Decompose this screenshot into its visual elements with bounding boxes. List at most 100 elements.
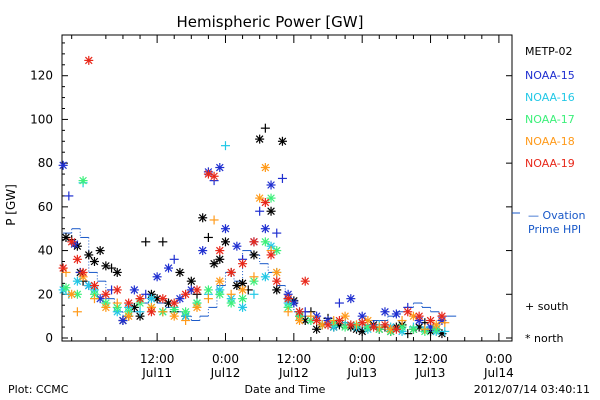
legend-marker-south: + south (525, 300, 568, 313)
north-point (198, 246, 208, 256)
north-point (175, 294, 185, 304)
south-point (249, 272, 259, 282)
x-tick-label-time: 0:00 (212, 352, 239, 366)
south-point (440, 326, 450, 336)
south-point (107, 263, 117, 273)
south-point (203, 232, 213, 242)
north-point (260, 224, 270, 234)
y-tick-label: 40 (38, 244, 53, 258)
north-point (272, 267, 282, 277)
north-point (169, 298, 179, 308)
north-point (158, 294, 168, 304)
north-point (260, 197, 270, 207)
x-tick-label-time: 12:00 (277, 352, 312, 366)
legend-marker-north: * north (525, 332, 564, 345)
north-point (357, 318, 367, 328)
north-point (369, 322, 379, 332)
y-tick-label: 80 (38, 156, 53, 170)
north-point (215, 246, 225, 256)
x-tick-label-time: 12:00 (140, 352, 175, 366)
north-point (226, 298, 236, 308)
south-point (272, 228, 282, 238)
north-point (431, 320, 441, 330)
south-point (283, 307, 293, 317)
north-point (340, 311, 350, 321)
north-point (238, 302, 248, 312)
south-point (72, 307, 82, 317)
north-point (272, 285, 282, 295)
north-point (426, 316, 436, 326)
north-point (300, 276, 310, 286)
north-point (78, 176, 88, 186)
north-point (312, 324, 322, 334)
north-point (266, 193, 276, 203)
x-tick-label-time: 12:00 (413, 352, 448, 366)
north-point (67, 237, 77, 247)
north-point (408, 324, 418, 334)
y-tick-label: 100 (30, 112, 53, 126)
north-point (334, 316, 344, 326)
x-ticks: 12:00Jul110:00Jul1212:00Jul120:00Jul1312… (71, 35, 514, 380)
north-point (72, 254, 82, 264)
north-point (380, 307, 390, 317)
north-point (146, 294, 156, 304)
north-point (118, 316, 128, 326)
north-point (391, 324, 401, 334)
y-tick-label: 20 (38, 287, 53, 301)
north-point (89, 281, 99, 291)
legend-noaa-16: NOAA-16 (525, 91, 575, 104)
north-point (203, 285, 213, 295)
plot-frame (61, 34, 513, 342)
north-point (89, 257, 99, 266)
y-tick-label: 0 (45, 331, 53, 345)
north-point (266, 206, 276, 216)
north-point (255, 134, 265, 144)
legend-noaa-15: NOAA-15 (525, 69, 575, 82)
north-point (84, 281, 94, 291)
north-point (249, 237, 259, 247)
north-point (266, 180, 276, 190)
north-point (295, 307, 305, 317)
north-point (238, 259, 248, 269)
legend: METP-02 NOAA-15 NOAA-16 NOAA-17 NOAA-18 … (512, 45, 586, 345)
north-point (255, 193, 265, 203)
north-point (346, 294, 356, 304)
south-point (220, 141, 230, 151)
south-point (203, 294, 213, 304)
footer-plot-source: Plot: CCMC (8, 383, 69, 396)
north-point (283, 294, 293, 304)
north-point (198, 213, 208, 223)
north-point (260, 237, 270, 247)
x-tick-label-date: Jul14 (483, 366, 514, 380)
north-point (186, 276, 196, 286)
north-point (72, 276, 82, 286)
north-point (272, 276, 282, 286)
x-tick-label-date: Jul12 (278, 366, 309, 380)
chart-title: Hemispheric Power [GW] (177, 13, 364, 31)
north-point (323, 320, 333, 330)
south-point (306, 311, 316, 321)
north-point (215, 254, 225, 264)
north-point (238, 278, 248, 288)
north-point (215, 289, 225, 299)
north-point (146, 307, 156, 317)
north-point (346, 320, 356, 330)
north-point (414, 311, 424, 321)
legend-noaa-19: NOAA-19 (525, 157, 575, 170)
north-point (238, 285, 248, 295)
north-point (403, 307, 413, 317)
north-point (61, 232, 71, 242)
y-tick-label: 120 (30, 69, 53, 83)
north-point (312, 316, 322, 326)
north-point (277, 136, 287, 146)
south-point (226, 289, 236, 299)
north-point (112, 285, 122, 295)
south-point (249, 289, 259, 299)
north-point (181, 307, 191, 317)
south-point (135, 307, 145, 317)
north-point (215, 163, 225, 173)
south-point (397, 316, 407, 326)
north-point (186, 285, 196, 295)
north-point (58, 263, 68, 273)
